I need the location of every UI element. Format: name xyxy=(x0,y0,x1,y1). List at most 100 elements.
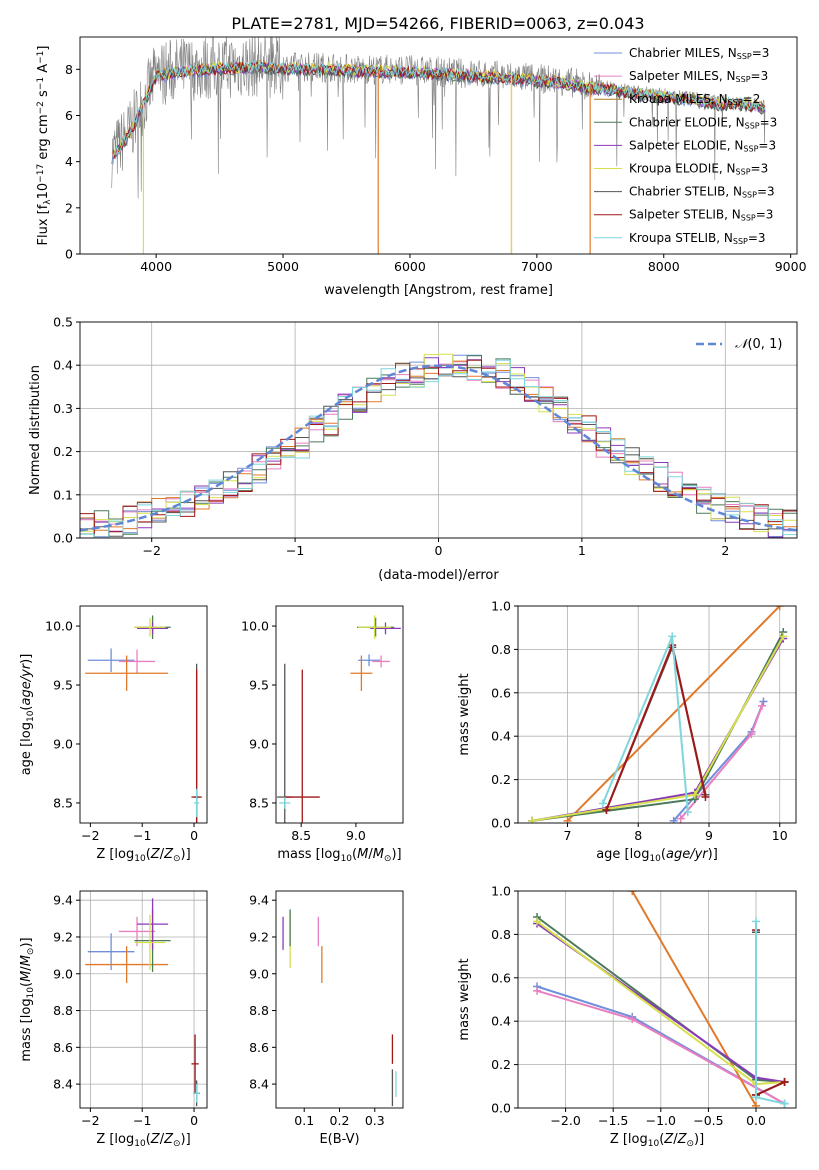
errorbar-kroupa-miles xyxy=(85,655,169,691)
x-tick-label: 0 xyxy=(190,1113,198,1128)
errorbar-kroupa-stelib xyxy=(194,1084,200,1103)
x-tick-label: −0.5 xyxy=(693,1113,723,1128)
y-tick-label: 9.5 xyxy=(53,678,73,693)
legend-label-salpeter-elodie: Salpeter ELODIE, NSSP=3 xyxy=(629,138,776,153)
y-tick-label: 9.0 xyxy=(249,966,269,981)
x-tick-label: 5000 xyxy=(267,259,299,274)
y-tick-label: 8 xyxy=(65,62,73,77)
y-tick-label: 9.4 xyxy=(53,893,73,908)
x-tick-label: −1 xyxy=(286,543,304,558)
y-tick-label: 0.1 xyxy=(53,487,73,502)
y-tick-label: 8.5 xyxy=(53,795,73,810)
errorbar-kroupa-stelib xyxy=(279,797,291,809)
legend-label-salpeter-stelib: Salpeter STELIB, NSSP=3 xyxy=(629,208,773,223)
y-tick-label: 0.4 xyxy=(53,358,73,373)
y-axis-label: mass weight xyxy=(457,958,472,1040)
weight-marker-chabrier-miles xyxy=(669,816,678,823)
weight-marker-kroupa-miles xyxy=(775,606,784,610)
plot-area xyxy=(80,353,797,538)
y-tick-label: 0.2 xyxy=(491,1057,511,1072)
x-tick-label: −1.0 xyxy=(646,1113,676,1128)
y-tick-label: 8.5 xyxy=(249,795,269,810)
x-tick-label: 8 xyxy=(634,828,642,843)
y-tick-label: 4 xyxy=(65,154,73,169)
y-tick-label: 8.6 xyxy=(249,1040,269,1055)
z-weight-axes: −2.0 −1.5 −1.0 −0.5 0.0 0.0 0.2 0.4 0.6 0.8 1.0 Z [… xyxy=(457,884,797,1149)
y-tick-label: 1.0 xyxy=(491,599,511,614)
weight-marker-kroupa-stelib xyxy=(780,1099,789,1108)
weight-line-kroupa-miles xyxy=(566,606,781,822)
y-tick-label: 8.4 xyxy=(249,1077,269,1092)
y-tick-label: 9.5 xyxy=(249,678,269,693)
y-tick-label: 0.2 xyxy=(53,444,73,459)
y-tick-label: 8.4 xyxy=(53,1077,73,1092)
y-tick-label: 10.0 xyxy=(241,619,269,634)
x-tick-label: 7000 xyxy=(521,259,553,274)
mass-age-axes: 8.5 9.0 8.5 9.0 9.5 10.0 mass [log10(M/M⊙)] xyxy=(241,605,404,864)
x-tick-label: 0 xyxy=(190,828,198,843)
y-tick-label: 0.3 xyxy=(53,401,73,416)
y-tick-label: 0.0 xyxy=(53,531,73,546)
weight-marker-kroupa-miles xyxy=(563,816,572,823)
legend-label-kroupa-elodie: Kroupa ELODIE, NSSP=3 xyxy=(629,162,768,177)
legend-label-chabrier-miles: Chabrier MILES, NSSP=3 xyxy=(629,46,769,61)
y-tick-label: 9.0 xyxy=(249,736,269,751)
x-tick-label: 10 xyxy=(772,828,788,843)
errorbar-kroupa-elodie xyxy=(134,617,166,637)
weight-marker-salpeter-miles xyxy=(628,1015,637,1024)
plot-area xyxy=(277,615,401,823)
weight-marker-kroupa-stelib xyxy=(752,1093,761,1102)
errorbar-kroupa-elodie xyxy=(358,615,391,640)
axes-frame xyxy=(517,605,797,824)
weight-marker-salpeter-miles xyxy=(747,730,756,739)
x-tick-label: 0 xyxy=(435,543,443,558)
x-tick-label: −1 xyxy=(133,1113,151,1128)
z-mass-axes: −2 −1 0 8.4 8.6 8.8 9.0 9.2 9.4 Z [log10(Z/Z⊙)] ma… xyxy=(19,890,208,1149)
x-tick-label: 0.1 xyxy=(294,1113,314,1128)
model-spectrum-chabrier-stelib xyxy=(113,62,765,159)
weight-marker-kroupa-stelib xyxy=(752,917,761,926)
x-tick-label: −2 xyxy=(142,543,160,558)
y-tick-label: 0.4 xyxy=(491,729,511,744)
x-tick-label: 1 xyxy=(578,543,586,558)
y-tick-label: 0.0 xyxy=(491,1101,511,1116)
legend-label-gaussian: 𝒩(0, 1) xyxy=(735,337,782,352)
age-weight-axes: 7 8 9 10 0.0 0.2 0.4 0.6 0.8 1.0 age [log10(age/yr… xyxy=(457,599,797,864)
gaussian-curve xyxy=(80,364,797,532)
x-tick-label: 6000 xyxy=(394,259,426,274)
model-spectrum-kroupa-stelib xyxy=(114,58,766,156)
y-tick-label: 0 xyxy=(65,247,73,262)
y-tick-label: 0.4 xyxy=(491,1014,511,1029)
y-tick-label: 9.0 xyxy=(53,966,73,981)
weight-marker-salpeter-stelib xyxy=(780,1077,789,1086)
y-tick-label: 9.2 xyxy=(53,929,73,944)
spectrum-axes: 4000 5000 6000 7000 8000 9000 0 2 4 6 8 wavelength … xyxy=(36,36,807,298)
plot-area xyxy=(85,898,200,1107)
y-tick-label: 0.6 xyxy=(491,970,511,985)
x-tick-label: 7 xyxy=(564,828,572,843)
weight-marker-salpeter-miles xyxy=(758,701,767,710)
x-tick-label: −2 xyxy=(81,1113,99,1128)
x-tick-label: 9.0 xyxy=(346,828,366,843)
y-tick-label: 0.0 xyxy=(491,816,511,831)
weight-marker-salpeter-stelib xyxy=(602,805,611,814)
x-axis-label: (data-model)/error xyxy=(378,568,499,583)
weight-marker-kroupa-elodie xyxy=(690,790,699,799)
y-tick-label: 8.6 xyxy=(53,1040,73,1055)
y-axis-label: Normed distribution xyxy=(28,365,43,495)
y-axis-label: mass weight xyxy=(457,673,472,755)
y-tick-label: 0.5 xyxy=(53,315,73,330)
errorbar-salpeter-stelib xyxy=(284,669,320,823)
errorbar-kroupa-stelib xyxy=(194,788,200,818)
axes-frame xyxy=(517,890,797,1109)
legend-label-chabrier-elodie: Chabrier ELODIE, NSSP=3 xyxy=(629,115,777,130)
x-tick-label: 9000 xyxy=(775,259,807,274)
weight-marker-kroupa-stelib xyxy=(683,808,692,817)
weight-marker-kroupa-elodie xyxy=(779,632,788,641)
errorbar-salpeter-elodie xyxy=(370,622,401,635)
x-axis-label: Z [log10(Z/Z⊙)] xyxy=(96,1132,190,1149)
weight-marker-kroupa-elodie xyxy=(528,816,537,823)
weight-marker-chabrier-miles xyxy=(759,697,768,706)
